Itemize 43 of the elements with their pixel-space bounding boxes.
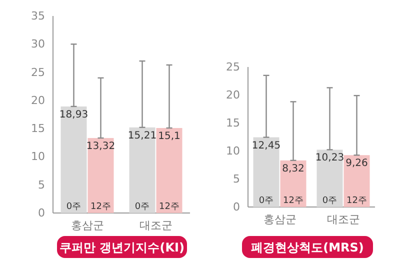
data-label: 12,45 bbox=[252, 140, 281, 152]
series-label: 0주 bbox=[66, 202, 82, 212]
data-label: 15,1 bbox=[158, 131, 180, 142]
text: 12주 bbox=[346, 196, 367, 206]
y-tick-label: 5 bbox=[38, 178, 45, 192]
bar bbox=[60, 106, 87, 213]
series-label: 12주 bbox=[90, 202, 111, 212]
data-label: 18,93 bbox=[59, 109, 88, 120]
y-tick-label: 5 bbox=[233, 172, 240, 186]
text: 0주 bbox=[322, 196, 338, 206]
y-tick-label: 35 bbox=[31, 10, 45, 22]
y-tick-label: 25 bbox=[31, 66, 45, 79]
y-tick-label: 0 bbox=[38, 206, 45, 220]
bar bbox=[253, 137, 280, 207]
series-label: 0주 bbox=[258, 196, 274, 206]
text: 0주 bbox=[134, 202, 150, 212]
bar bbox=[344, 155, 370, 207]
text: 폐경현상척도(MRS) bbox=[251, 240, 364, 254]
data-label: 8,32 bbox=[282, 163, 304, 174]
x-tick-label: 대조군 bbox=[139, 219, 172, 232]
y-tick-label: 10 bbox=[31, 150, 45, 164]
data-label: 13,32 bbox=[86, 141, 116, 152]
series-label: 12주 bbox=[283, 196, 304, 206]
y-tick-label: 20 bbox=[31, 94, 45, 107]
text: 12주 bbox=[159, 202, 180, 212]
y-tick-label: 30 bbox=[31, 38, 45, 51]
x-tick-label: 홍삼군 bbox=[263, 213, 296, 226]
y-tick-label: 15 bbox=[31, 122, 45, 136]
bar bbox=[156, 128, 182, 213]
y-tick-label: 20 bbox=[226, 88, 240, 102]
x-tick-label: 대조군 bbox=[326, 213, 360, 226]
y-tick-label: 0 bbox=[233, 200, 240, 214]
data-label: 10,23 bbox=[315, 152, 344, 164]
bar bbox=[316, 150, 343, 207]
bar bbox=[88, 138, 114, 213]
y-tick-label: 15 bbox=[226, 116, 240, 130]
y-tick-label: 10 bbox=[226, 144, 240, 158]
bar bbox=[129, 127, 156, 213]
x-tick-label: 홍삼군 bbox=[70, 219, 104, 232]
text: 쿠퍼만 갱년기지수(KI) bbox=[60, 240, 184, 254]
data-label: 15,21 bbox=[128, 130, 157, 142]
y-tick-label: 25 bbox=[226, 60, 240, 74]
data-label: 9,26 bbox=[346, 158, 368, 170]
